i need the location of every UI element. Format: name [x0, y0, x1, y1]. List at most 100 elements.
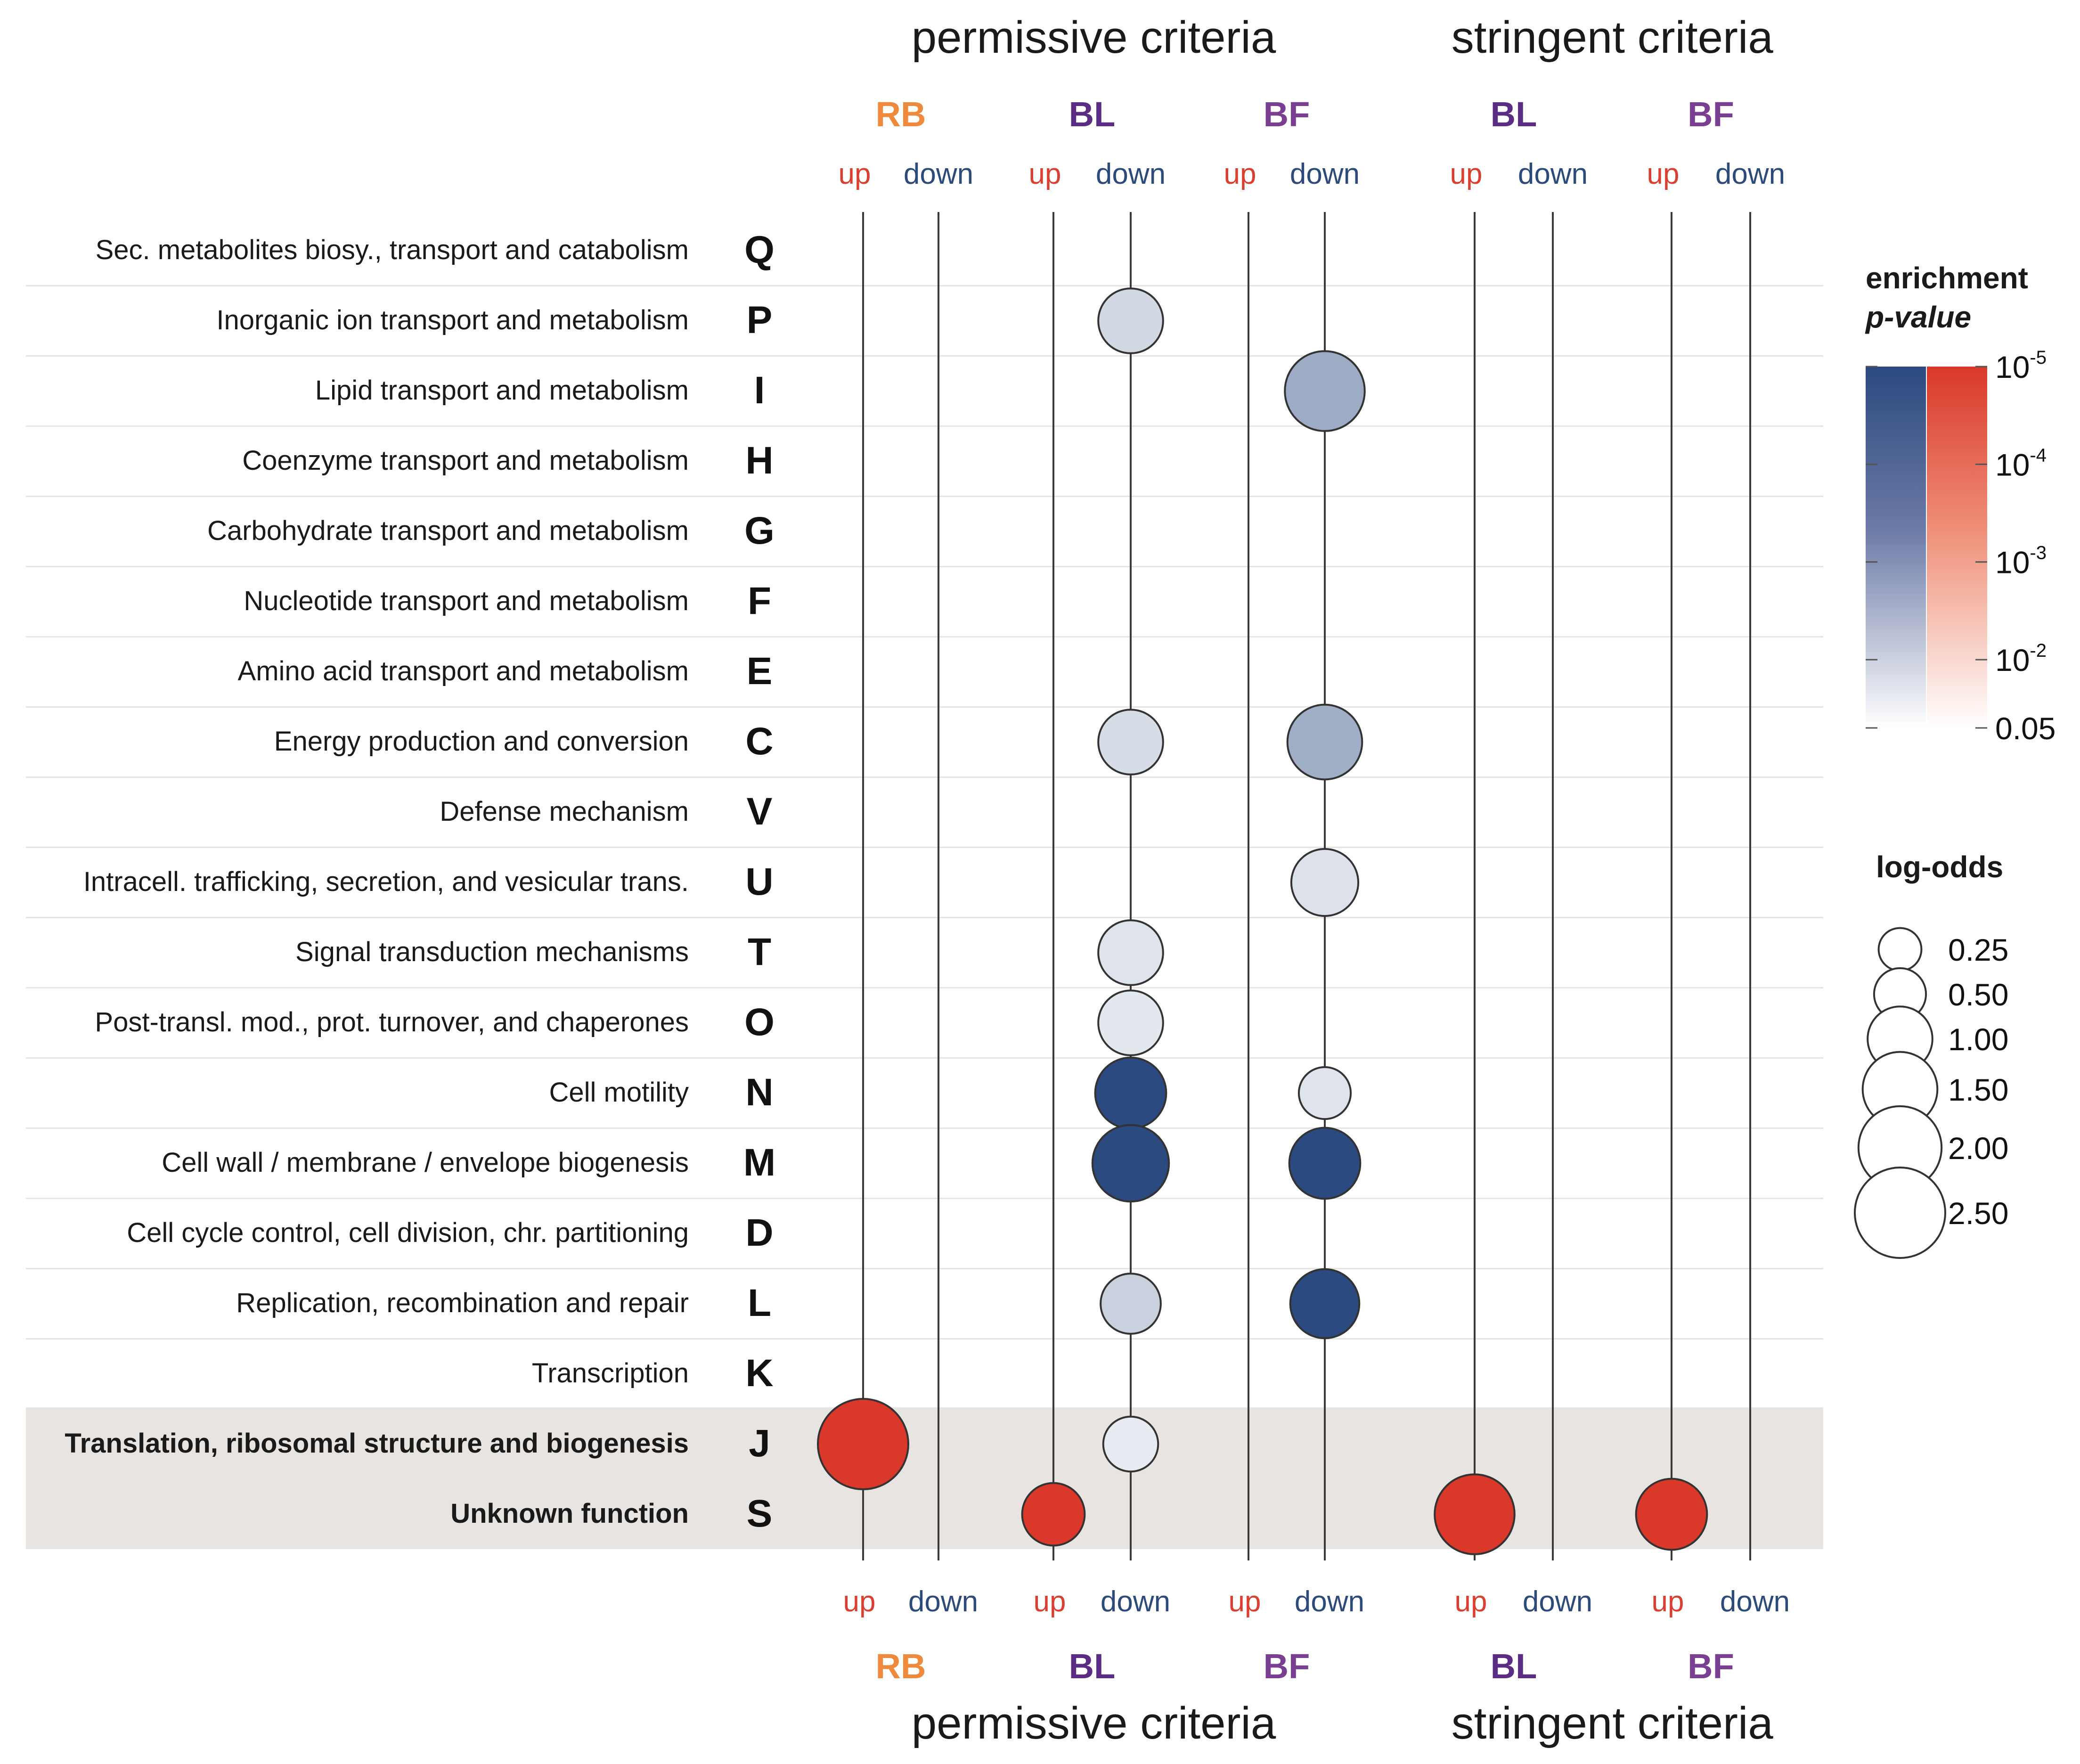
category-code: T	[748, 931, 771, 973]
data-point	[1635, 1478, 1708, 1551]
row-label: Intracell. trafficking, secretion, and v…	[83, 866, 689, 897]
color-tick-label: 10-2	[1995, 640, 2047, 678]
data-point	[817, 1398, 909, 1490]
data-point	[1284, 350, 1366, 432]
sample-label: BF	[1264, 1647, 1310, 1686]
data-point	[1286, 703, 1363, 781]
sample-label: BF	[1688, 1647, 1734, 1686]
color-tick-label: 10-3	[1995, 543, 2047, 580]
sample-label: BL	[1069, 95, 1116, 134]
column-label: down	[1096, 158, 1166, 190]
size-legend-label: 0.50	[1948, 977, 2008, 1012]
column-label: up	[1224, 158, 1256, 190]
column-label: up	[1029, 158, 1061, 190]
category-code: J	[749, 1422, 770, 1465]
column-label: down	[1101, 1585, 1170, 1618]
data-point	[1289, 1268, 1361, 1339]
sample-label: BF	[1688, 95, 1734, 134]
category-code: N	[745, 1071, 773, 1114]
group-title: stringent criteria	[1452, 12, 1774, 63]
column-label: down	[1715, 158, 1785, 190]
data-point	[1097, 709, 1164, 776]
column-label: up	[1229, 1585, 1261, 1618]
category-code: M	[743, 1141, 775, 1184]
color-bar-down	[1866, 367, 1926, 728]
column-label: up	[839, 158, 871, 190]
size-legend-label: 2.00	[1948, 1131, 2008, 1166]
size-legend-label: 1.50	[1948, 1072, 2008, 1107]
column-label: down	[908, 1585, 978, 1618]
column-label: up	[843, 1585, 876, 1618]
size-legend-label: 0.25	[1948, 932, 2008, 967]
column-label: down	[1295, 1585, 1364, 1618]
sample-label: BL	[1069, 1647, 1116, 1686]
legend-title: enrichment	[1866, 261, 2028, 295]
data-point	[1297, 1066, 1352, 1120]
column-label: down	[1720, 1585, 1790, 1618]
size-legend-label: 1.00	[1948, 1022, 2008, 1057]
row-label: Energy production and conversion	[274, 726, 689, 757]
color-bar-up	[1927, 367, 1987, 728]
category-code: I	[754, 369, 765, 412]
size-legend-label: 2.50	[1948, 1196, 2008, 1231]
color-tick-label: 10-5	[1995, 347, 2047, 384]
row-label: Signal transduction mechanisms	[295, 937, 689, 967]
size-legend-circle	[1854, 1167, 1946, 1259]
category-code: V	[747, 790, 773, 833]
row-label: Post-transl. mod., prot. turnover, and c…	[95, 1007, 689, 1037]
sample-label: BL	[1491, 95, 1537, 134]
category-code: F	[748, 580, 771, 622]
row-label: Cell cycle control, cell division, chr. …	[127, 1217, 689, 1248]
category-code: L	[748, 1282, 771, 1324]
row-label: Unknown function	[450, 1498, 689, 1529]
sample-label: BF	[1264, 95, 1310, 134]
row-label: Translation, ribosomal structure and bio…	[65, 1428, 689, 1459]
column-label: down	[904, 158, 973, 190]
color-tick-label: 10-4	[1995, 445, 2047, 482]
row-label: Cell motility	[549, 1077, 689, 1108]
category-code: U	[745, 860, 773, 903]
row-label: Carbohydrate transport and metabolism	[207, 515, 689, 546]
highlight-band	[26, 1407, 1823, 1549]
data-point	[1290, 848, 1360, 917]
category-code: C	[745, 720, 773, 763]
color-tick-exponent: -2	[2030, 640, 2047, 661]
category-code: P	[747, 299, 773, 342]
data-point	[1100, 1273, 1162, 1335]
category-code: E	[747, 650, 773, 693]
category-code: K	[745, 1352, 773, 1395]
sample-label: RB	[876, 95, 926, 134]
group-title: permissive criteria	[912, 1698, 1276, 1748]
color-tick-exponent: -4	[2030, 445, 2047, 466]
row-label: Cell wall / membrane / envelope biogenes…	[162, 1147, 689, 1178]
row-label: Inorganic ion transport and metabolism	[216, 305, 689, 335]
column-label: up	[1034, 1585, 1066, 1618]
color-tick-label: 0.05	[1995, 711, 2056, 746]
column-label: down	[1290, 158, 1360, 190]
column-label: up	[1652, 1585, 1684, 1618]
legend-subtitle: p-value	[1865, 300, 1971, 334]
size-legend-circle	[1877, 927, 1923, 972]
category-code: Q	[744, 229, 775, 271]
size-legend-title: log-odds	[1876, 850, 2003, 884]
column-label: down	[1518, 158, 1588, 190]
row-label: Lipid transport and metabolism	[315, 375, 689, 406]
row-label: Defense mechanism	[440, 796, 689, 827]
row-label: Transcription	[532, 1358, 689, 1388]
data-point	[1102, 1415, 1159, 1473]
row-label: Nucleotide transport and metabolism	[244, 586, 689, 616]
data-point	[1434, 1473, 1516, 1555]
category-code: D	[745, 1211, 773, 1254]
sample-label: BL	[1491, 1647, 1537, 1686]
data-point	[1094, 1056, 1167, 1130]
column-label: up	[1450, 158, 1483, 190]
category-code: S	[747, 1492, 773, 1535]
color-tick-exponent: -5	[2030, 347, 2047, 368]
group-title: permissive criteria	[912, 12, 1276, 63]
data-point	[1091, 1124, 1170, 1203]
category-code: G	[744, 509, 775, 552]
category-code: H	[745, 439, 773, 482]
column-label: up	[1647, 158, 1680, 190]
column-label: down	[1523, 1585, 1592, 1618]
